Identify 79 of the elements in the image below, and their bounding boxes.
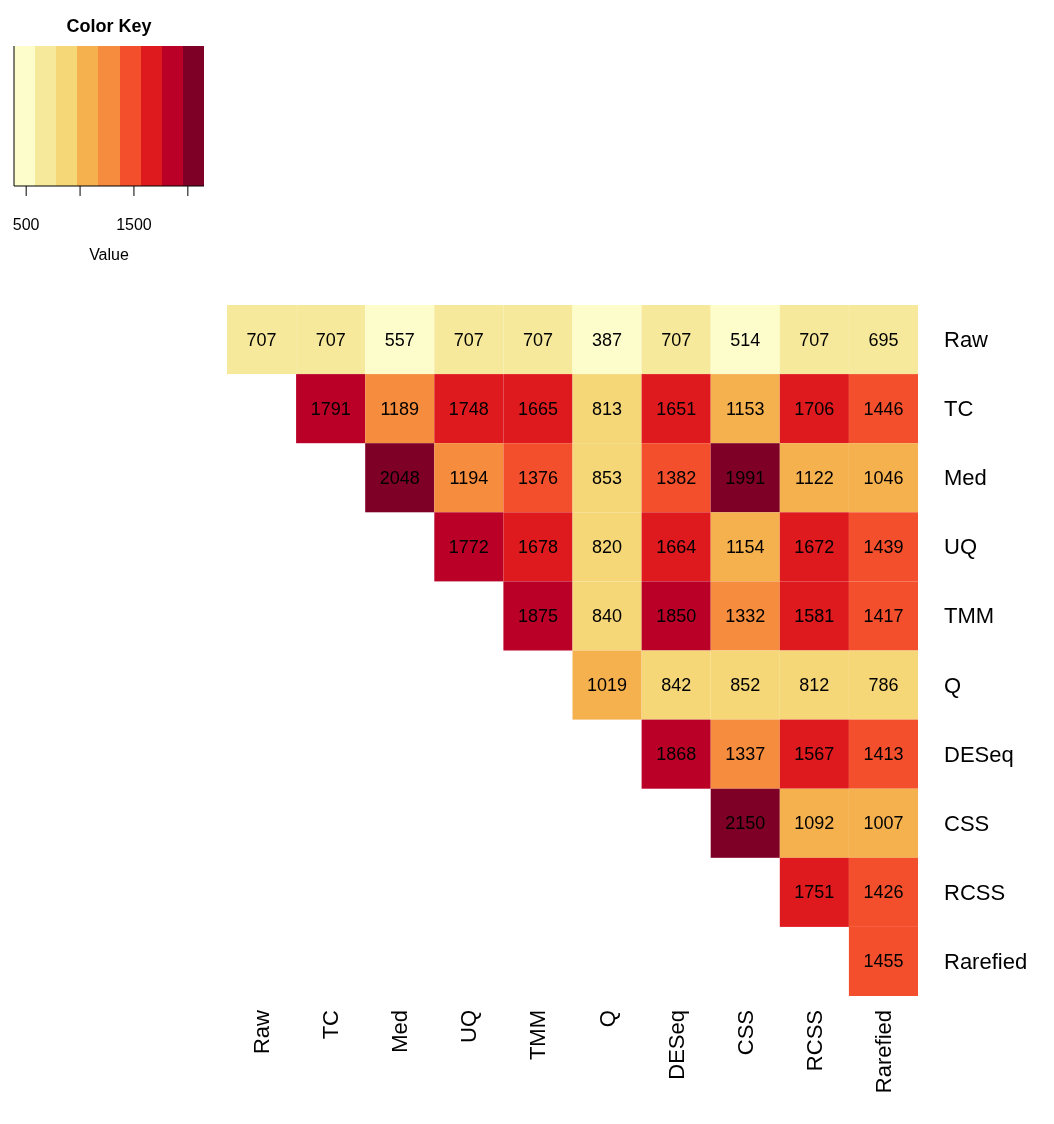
data-label: 1019 — [587, 675, 628, 696]
x-tick-label: Q — [594, 1010, 620, 1028]
data-label: 2150 — [725, 813, 766, 834]
data-label: 557 — [384, 329, 415, 350]
data-label: 853 — [592, 467, 623, 488]
data-label: 1991 — [725, 467, 766, 488]
data-label: 1791 — [310, 398, 351, 419]
x-tick-label: RCSS — [801, 1010, 827, 1072]
data-label: 852 — [730, 675, 761, 696]
data-label: 707 — [522, 329, 553, 350]
data-label: 695 — [868, 329, 899, 350]
x-tick-label: Med — [387, 1010, 413, 1053]
y-tick-label: UQ — [944, 534, 977, 560]
data-label: 1446 — [863, 398, 904, 419]
x-tick-label: Raw — [249, 1009, 275, 1055]
data-label: 1751 — [794, 882, 835, 903]
data-label: 1413 — [863, 744, 904, 765]
data-label: 1850 — [656, 605, 697, 626]
data-label: 820 — [592, 536, 623, 557]
y-tick-label: Q — [944, 672, 962, 698]
data-label: 1153 — [725, 398, 765, 419]
data-label: 1581 — [794, 605, 835, 626]
data-label: 707 — [453, 329, 484, 350]
y-tick-label: RCSS — [944, 879, 1006, 905]
color-bar-label: 1500 — [116, 216, 152, 233]
data-label: 1417 — [863, 605, 904, 626]
x-tick-label: DESeq — [663, 1010, 689, 1080]
data-label: 1664 — [656, 536, 697, 557]
data-label: 813 — [592, 398, 623, 419]
data-label: 786 — [868, 675, 899, 696]
data-label: 707 — [661, 329, 692, 350]
x-tick-label: CSS — [732, 1010, 758, 1056]
data-label: 1007 — [863, 813, 904, 834]
data-label: 514 — [730, 329, 761, 350]
y-tick-label: DESeq — [944, 741, 1014, 767]
data-label: 1122 — [794, 467, 834, 488]
data-label: 1651 — [656, 398, 697, 419]
x-tick-label: Rarefied — [870, 1010, 896, 1094]
data-label: 1748 — [448, 398, 489, 419]
data-label: 1678 — [517, 536, 558, 557]
data-label: 1868 — [656, 744, 697, 765]
x-tick-label: TC — [318, 1009, 344, 1040]
data-label: 1337 — [725, 744, 766, 765]
data-label: 2048 — [379, 467, 420, 488]
y-tick-label: Med — [944, 465, 987, 491]
color-bar-title: Value — [89, 246, 129, 263]
data-label: 1665 — [517, 398, 558, 419]
data-label: 707 — [315, 329, 346, 350]
data-label: 1567 — [794, 744, 835, 765]
x-tick-label: TMM — [525, 1010, 551, 1061]
data-label: 1426 — [863, 882, 904, 903]
data-label: 707 — [799, 329, 830, 350]
data-label: 1772 — [448, 536, 489, 557]
data-label: 1672 — [794, 536, 835, 557]
data-label: 1875 — [517, 605, 558, 626]
data-label: 1376 — [517, 467, 558, 488]
data-label: 1046 — [863, 467, 904, 488]
data-label: 1439 — [863, 536, 904, 557]
y-tick-label: TMM — [944, 603, 995, 629]
data-label: 840 — [592, 605, 623, 626]
data-label: 1154 — [725, 536, 765, 557]
color-bar-label: 500 — [12, 216, 40, 233]
data-label: 387 — [592, 329, 623, 350]
data-label: 1194 — [449, 467, 489, 488]
data-label: 1706 — [794, 398, 835, 419]
y-tick-label: Rarefied — [944, 948, 1028, 974]
data-label: 812 — [799, 675, 830, 696]
data-label: 707 — [246, 329, 277, 350]
data-label: 1189 — [380, 398, 420, 419]
y-tick-label: CSS — [944, 810, 990, 836]
legend-title: Color Key — [66, 16, 152, 36]
data-label: 1092 — [794, 813, 835, 834]
data-label: 1455 — [863, 951, 904, 972]
data-label: 842 — [661, 675, 692, 696]
y-tick-label: TC — [944, 396, 974, 422]
y-tick-label: Raw — [944, 327, 989, 353]
data-label: 1332 — [725, 605, 766, 626]
x-tick-label: UQ — [456, 1010, 482, 1043]
data-label: 1382 — [656, 467, 697, 488]
